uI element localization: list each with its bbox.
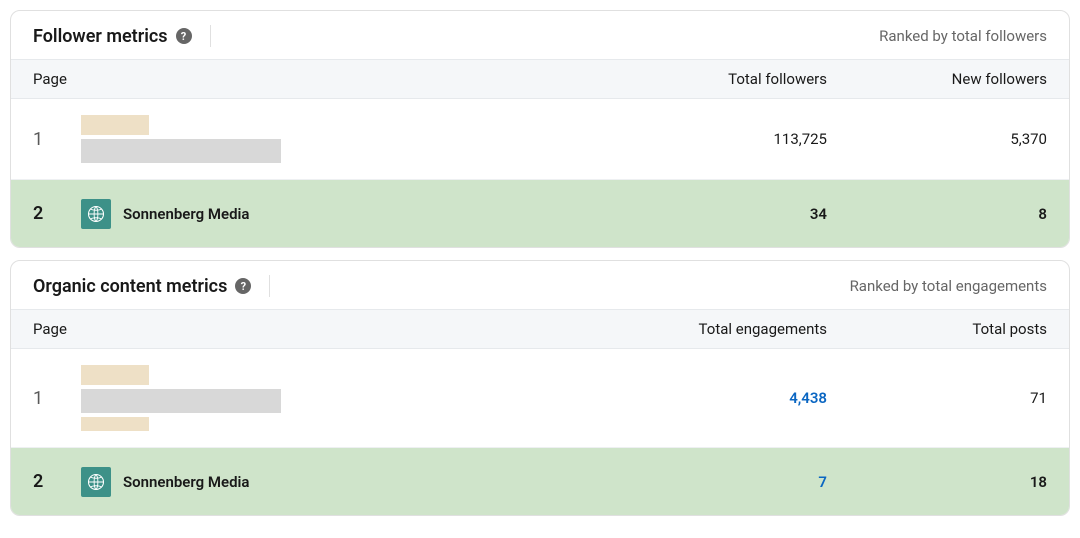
card-header: Follower metrics ? Ranked by total follo… — [11, 11, 1069, 59]
globe-mesh-icon — [86, 472, 106, 492]
col-total-followers: Total followers — [607, 70, 827, 88]
col-total-engagements: Total engagements — [607, 320, 827, 338]
rank: 2 — [33, 471, 81, 492]
card-title: Organic content metrics — [33, 276, 227, 297]
rank: 2 — [33, 203, 81, 224]
table-row: 2 Sonnenberg Media 34 8 — [11, 179, 1069, 247]
card-header: Organic content metrics ? Ranked by tota… — [11, 261, 1069, 309]
total-engagements-value[interactable]: 7 — [607, 473, 827, 491]
redacted-block — [81, 115, 149, 135]
card-title-wrap: Follower metrics ? — [33, 25, 211, 47]
table-header: Page Total followers New followers — [11, 59, 1069, 99]
help-icon[interactable]: ? — [235, 278, 251, 294]
organic-metrics-card: Organic content metrics ? Ranked by tota… — [10, 260, 1070, 516]
total-engagements-value[interactable]: 4,438 — [607, 389, 827, 407]
card-title-wrap: Organic content metrics ? — [33, 275, 270, 297]
follower-metrics-card: Follower metrics ? Ranked by total follo… — [10, 10, 1070, 248]
page-cell — [81, 365, 607, 431]
globe-mesh-icon — [86, 204, 106, 224]
total-posts-value: 71 — [827, 389, 1047, 407]
ranked-by-text: Ranked by total followers — [879, 27, 1047, 45]
table-header: Page Total engagements Total posts — [11, 309, 1069, 349]
redacted-block — [81, 139, 281, 163]
col-page: Page — [33, 320, 607, 338]
page-avatar — [81, 199, 111, 229]
table-row: 1 4,438 71 — [11, 349, 1069, 447]
help-icon[interactable]: ? — [176, 28, 192, 44]
total-posts-value: 18 — [827, 473, 1047, 491]
redacted-page — [81, 365, 281, 431]
table-row: 1 113,725 5,370 — [11, 99, 1069, 179]
rank: 1 — [33, 388, 81, 409]
redacted-block — [81, 417, 149, 431]
col-total-posts: Total posts — [827, 320, 1047, 338]
redacted-block — [81, 389, 281, 413]
redacted-block — [81, 365, 149, 385]
total-followers-value: 113,725 — [607, 130, 827, 148]
page-name: Sonnenberg Media — [123, 205, 249, 223]
total-followers-value: 34 — [607, 205, 827, 223]
col-page: Page — [33, 70, 607, 88]
redacted-page — [81, 115, 281, 163]
new-followers-value: 8 — [827, 205, 1047, 223]
page-name: Sonnenberg Media — [123, 473, 249, 491]
new-followers-value: 5,370 — [827, 130, 1047, 148]
page-cell[interactable]: Sonnenberg Media — [81, 467, 607, 497]
col-new-followers: New followers — [827, 70, 1047, 88]
divider — [269, 275, 270, 297]
table-row: 2 Sonnenberg Media 7 18 — [11, 447, 1069, 515]
page-cell — [81, 115, 607, 163]
card-title: Follower metrics — [33, 26, 168, 47]
divider — [210, 25, 211, 47]
rank: 1 — [33, 129, 81, 150]
ranked-by-text: Ranked by total engagements — [850, 277, 1047, 295]
page-avatar — [81, 467, 111, 497]
page-cell[interactable]: Sonnenberg Media — [81, 199, 607, 229]
